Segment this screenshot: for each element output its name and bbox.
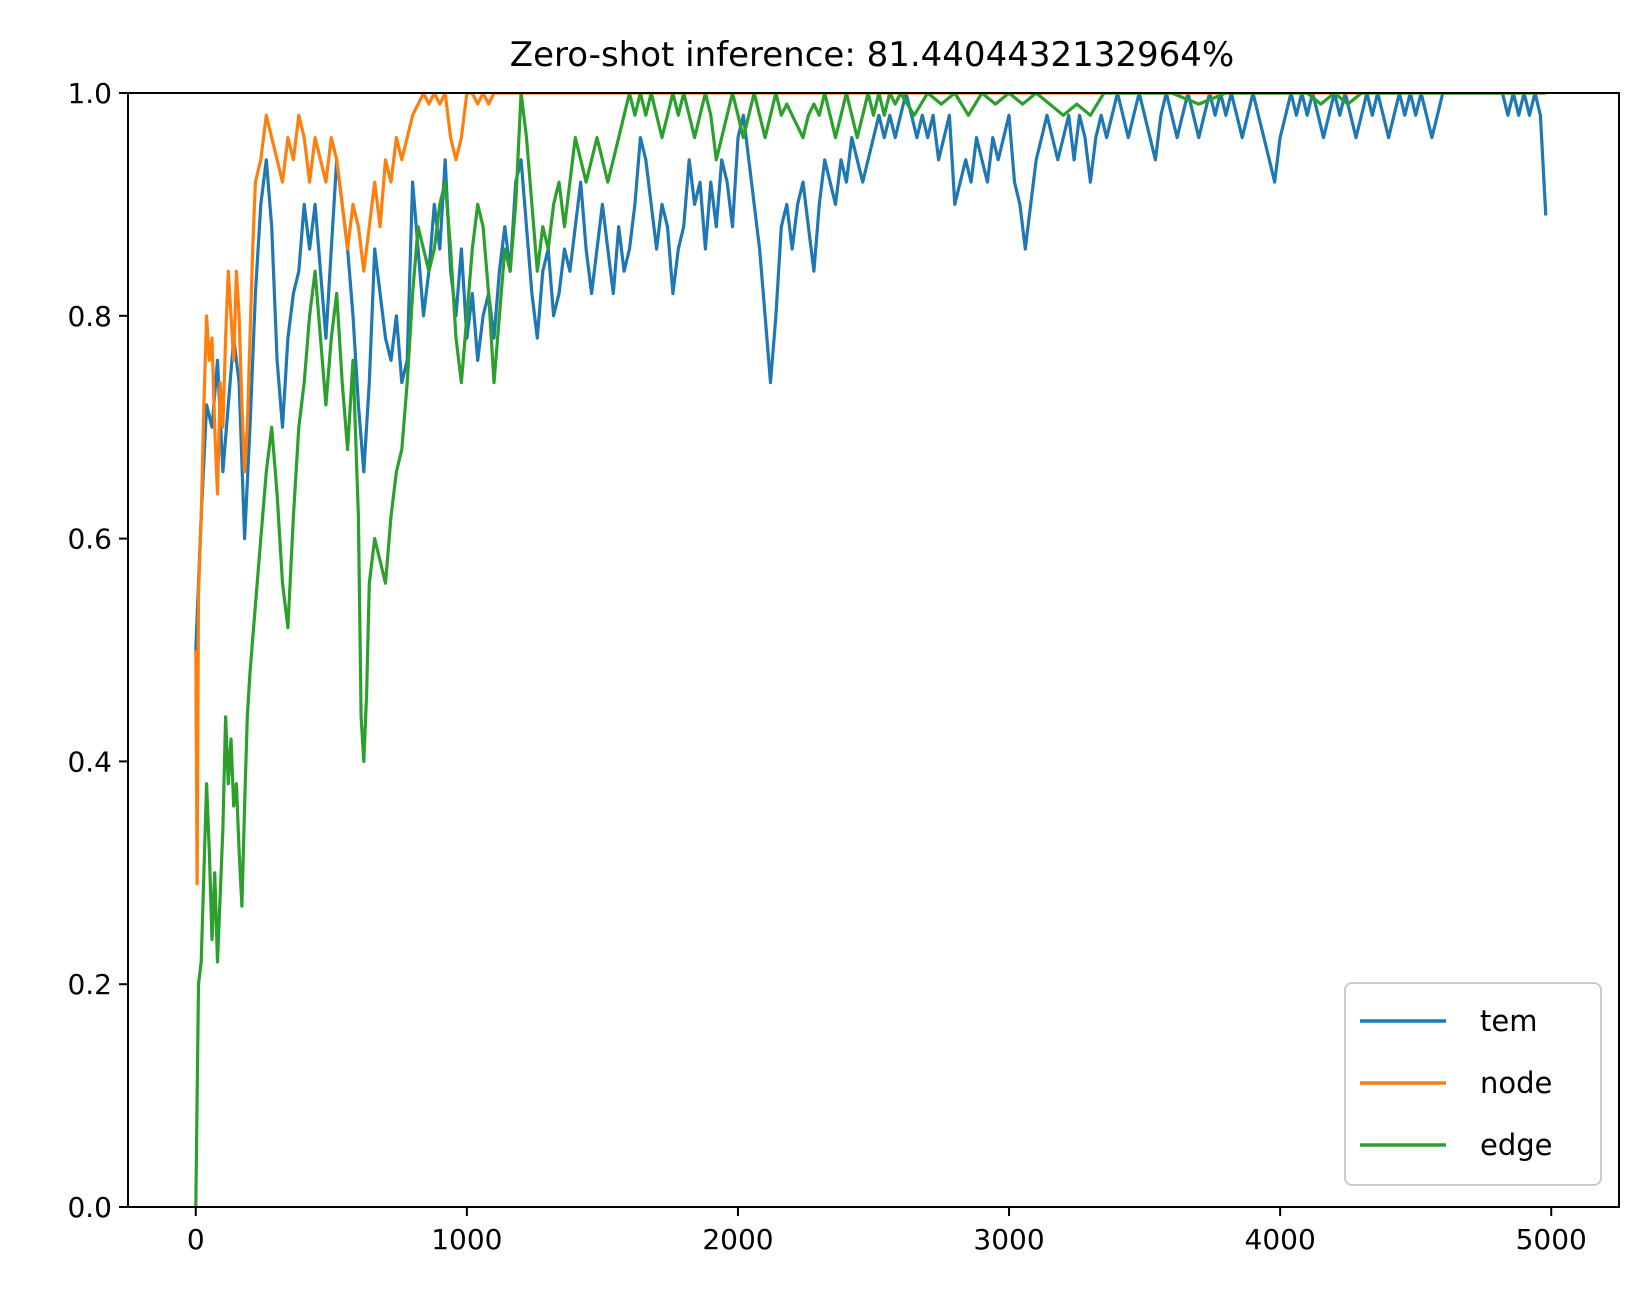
x-tick-label: 4000 — [1245, 1223, 1316, 1256]
legend: tem node edge — [1344, 982, 1602, 1186]
x-tick-label: 2000 — [702, 1223, 773, 1256]
x-tick-label: 5000 — [1516, 1223, 1587, 1256]
legend-frame — [1344, 982, 1602, 1186]
legend-label-tem: tem — [1480, 1004, 1537, 1038]
series-line-edge — [194, 93, 1546, 1207]
y-tick-label: 0.0 — [67, 1191, 112, 1224]
series-line-node — [194, 93, 1546, 886]
y-axis: 0.0 0.2 0.4 0.6 0.8 1.0 — [67, 77, 128, 1224]
chart-title: Zero-shot inference: 81.4404432132964% — [510, 35, 1234, 75]
y-tick-label: 0.8 — [67, 300, 112, 333]
x-axis: 0 1000 2000 3000 4000 5000 — [187, 1207, 1587, 1256]
y-tick-label: 0.6 — [67, 523, 112, 556]
legend-label-edge: edge — [1480, 1128, 1553, 1162]
y-tick-label: 0.4 — [67, 745, 112, 778]
x-tick-label: 3000 — [973, 1223, 1044, 1256]
series-line-tem — [194, 93, 1548, 651]
legend-entries: tem node edge — [1360, 1004, 1553, 1162]
x-tick-label: 1000 — [431, 1223, 502, 1256]
series-group — [194, 93, 1548, 1207]
axes-frame — [127, 92, 1620, 1208]
x-tick-label: 0 — [187, 1223, 205, 1256]
y-tick-label: 0.2 — [67, 968, 112, 1001]
legend-label-node: node — [1480, 1066, 1552, 1100]
y-tick-label: 1.0 — [67, 77, 112, 110]
